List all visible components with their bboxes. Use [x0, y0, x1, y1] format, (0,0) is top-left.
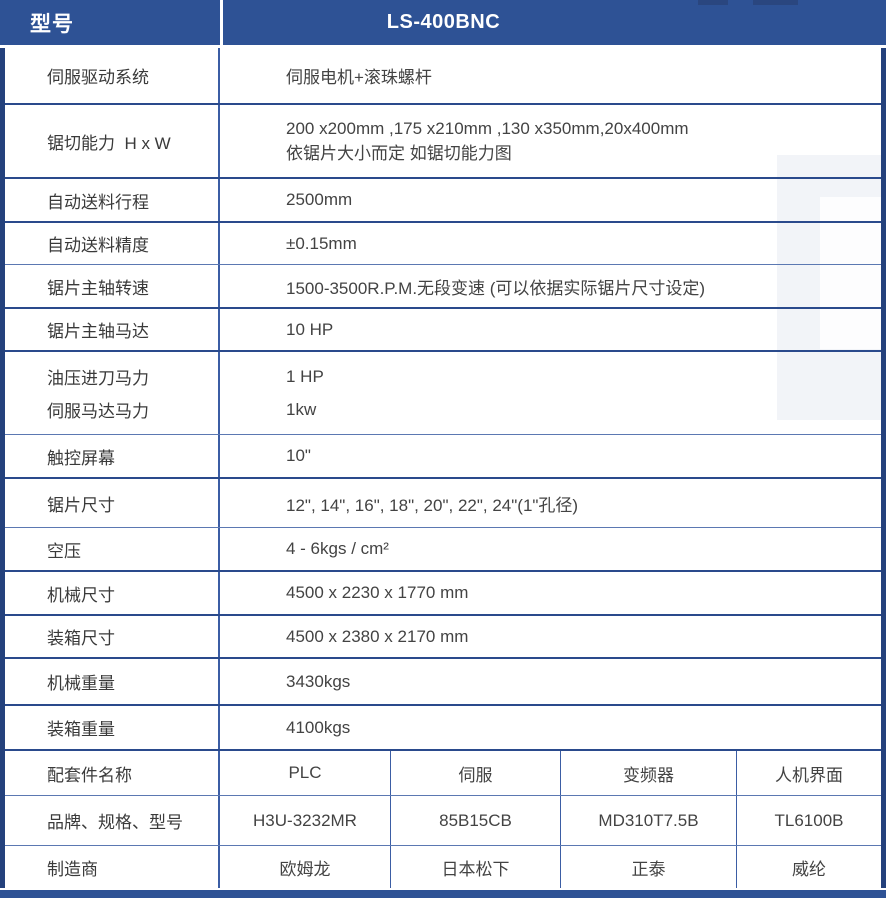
- spec-label-bottom: 伺服马达马力: [47, 402, 149, 421]
- spec-row: 自动送料行程 2500mm: [5, 177, 881, 221]
- spec-value: 4 - 6kgs / cm²: [286, 539, 389, 558]
- model-value-cell: LS-400BNC: [223, 0, 886, 45]
- accessory-row: 配套件名称 PLC 伺服 变频器 人机界面: [5, 749, 881, 795]
- spec-row: 触控屏幕 10": [5, 434, 881, 477]
- spec-label-top: 油压进刀马力: [47, 369, 149, 388]
- model-value: LS-400BNC: [386, 11, 501, 33]
- spec-row: 空压 4 - 6kgs / cm²: [5, 527, 881, 570]
- accessory-cell: H3U-3232MR: [253, 810, 357, 830]
- accessory-cell: 日本松下: [390, 846, 560, 888]
- spec-label: 自动送料精度: [5, 223, 220, 264]
- spec-row: 机械尺寸 4500 x 2230 x 1770 mm: [5, 570, 881, 614]
- spec-value: 4100kgs: [286, 717, 351, 737]
- spec-value-bottom: 1kw: [286, 399, 317, 419]
- spec-label: 锯片主轴马达: [5, 309, 220, 350]
- header-gap: [0, 45, 886, 48]
- spec-label: 触控屏幕: [5, 435, 220, 477]
- accessory-cell: 威纶: [736, 846, 881, 888]
- spec-row: 锯切能力 H x W 200 x200mm ,175 x210mm ,130 x…: [5, 103, 881, 177]
- spec-row: 装箱重量 4100kgs: [5, 704, 881, 749]
- accessory-cell: TL6100B: [736, 796, 881, 845]
- spec-value-top: 1 HP: [286, 366, 324, 386]
- spec-value: 3430kgs: [286, 671, 351, 691]
- spec-label: 装箱重量: [5, 706, 220, 749]
- spec-value-line: 200 x200mm ,175 x210mm ,130 x350mm,20x40…: [286, 119, 689, 138]
- accessory-cell: MD310T7.5B: [560, 796, 736, 845]
- spec-value: 伺服电机+滚珠螺杆: [286, 68, 432, 87]
- accessory-label: 配套件名称: [5, 751, 220, 795]
- spec-label: 自动送料行程: [5, 179, 220, 221]
- spec-value: 200 x200mm ,175 x210mm ,130 x350mm,20x40…: [220, 105, 881, 177]
- accessory-cell: 欧姆龙: [279, 859, 331, 879]
- spec-label: 机械重量: [5, 659, 220, 704]
- accessory-label: 品牌、规格、型号: [5, 796, 220, 845]
- spec-label: 油压进刀马力 伺服马达马力: [5, 352, 220, 434]
- spec-value: 4500 x 2380 x 2170 mm: [286, 626, 469, 646]
- accessory-row: 制造商 欧姆龙 日本松下 正泰 威纶: [5, 845, 881, 888]
- accessory-label: 制造商: [5, 846, 220, 888]
- spec-value: 1 HP 1kw: [220, 352, 881, 434]
- header-decor-patch: [698, 0, 728, 5]
- spec-row-double: 油压进刀马力 伺服马达马力 1 HP 1kw: [5, 350, 881, 434]
- spec-row: 自动送料精度 ±0.15mm: [5, 221, 881, 264]
- spec-label: 机械尺寸: [5, 572, 220, 614]
- table-body: 伺服驱动系统 伺服电机+滚珠螺杆 锯切能力 H x W 200 x200mm ,…: [0, 48, 886, 888]
- spec-label: 锯切能力 H x W: [5, 105, 220, 177]
- spec-row: 机械重量 3430kgs: [5, 657, 881, 704]
- accessory-row: 品牌、规格、型号 H3U-3232MR 85B15CB MD310T7.5B T…: [5, 795, 881, 845]
- header-decor-patch: [753, 0, 798, 5]
- spec-value: 2500mm: [286, 190, 353, 209]
- accessory-cell: 变频器: [560, 751, 736, 795]
- spec-value: 10 HP: [286, 319, 334, 339]
- accessory-cell: 伺服: [390, 751, 560, 795]
- bottom-bar: [0, 890, 886, 898]
- accessory-cell: 人机界面: [736, 751, 881, 795]
- spec-row: 锯片主轴马达 10 HP: [5, 307, 881, 350]
- accessory-cell: 85B15CB: [390, 796, 560, 845]
- spec-label: 锯片主轴转速: [5, 265, 220, 307]
- spec-label: 装箱尺寸: [5, 616, 220, 657]
- spec-label: 伺服驱动系统: [5, 48, 220, 103]
- bottom-gap: [0, 888, 886, 890]
- header-divider: [220, 0, 223, 45]
- spec-row: 装箱尺寸 4500 x 2380 x 2170 mm: [5, 614, 881, 657]
- spec-label: 空压: [5, 528, 220, 570]
- accessory-cell: 正泰: [560, 846, 736, 888]
- model-label-cell: 型号: [30, 12, 74, 36]
- spec-value: 1500-3500R.P.M.无段变速 (可以依据实际锯片尺寸设定): [286, 278, 706, 298]
- accessory-cell: PLC: [288, 763, 322, 782]
- spec-row: 锯片主轴转速 1500-3500R.P.M.无段变速 (可以依据实际锯片尺寸设定…: [5, 264, 881, 307]
- table-header: 型号 LS-400BNC: [0, 0, 886, 45]
- spec-value: 12", 14", 16", 18", 20", 22", 24"(1"孔径): [286, 495, 579, 515]
- spec-value: ±0.15mm: [286, 233, 357, 253]
- spec-value-line: 依锯片大小而定 如锯切能力图: [286, 144, 512, 163]
- spec-row: 锯片尺寸 12", 14", 16", 18", 20", 22", 24"(1…: [5, 477, 881, 527]
- spec-row: 伺服驱动系统 伺服电机+滚珠螺杆: [5, 48, 881, 103]
- spec-label: 锯片尺寸: [5, 479, 220, 527]
- spec-value: 10": [286, 446, 311, 465]
- spec-value: 4500 x 2230 x 1770 mm: [286, 583, 469, 602]
